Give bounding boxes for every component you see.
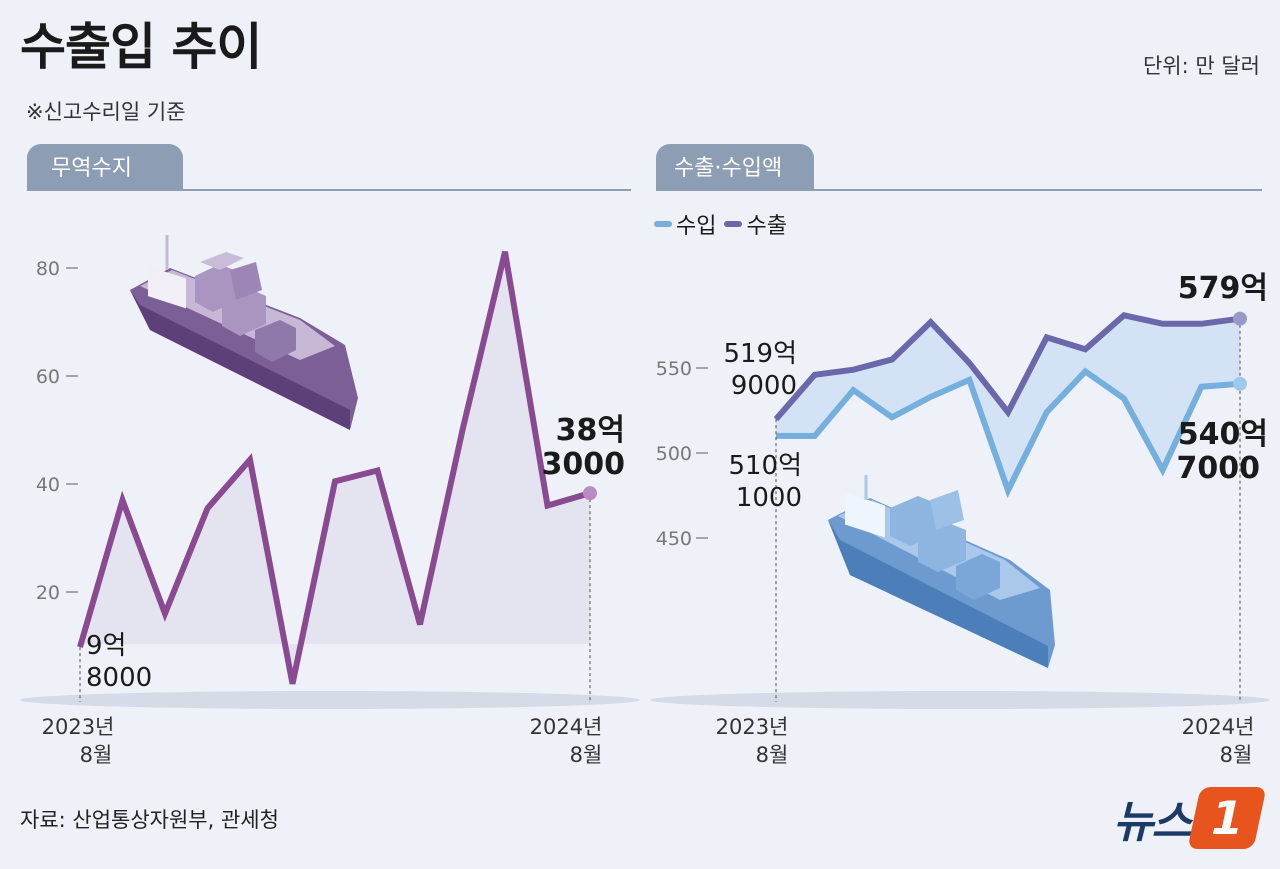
- unit-label: 단위: 만 달러: [1142, 54, 1260, 78]
- export-first-label-line2: 9000: [731, 371, 797, 401]
- logo-mark: 1: [1187, 787, 1267, 849]
- balance-first-label-line1: 9억: [86, 631, 126, 661]
- y-tick-label: 20: [36, 582, 60, 604]
- export-first-label-line1: 519억: [723, 339, 797, 369]
- logo-text: 뉴스: [1113, 797, 1192, 848]
- legend-label-export: 수출: [746, 214, 787, 239]
- balance-last-label-line1: 38억: [556, 413, 625, 448]
- basis-note: ※신고수리일 기준: [26, 100, 186, 124]
- y-tick-label: 40: [36, 474, 60, 496]
- left-panel-rule: [27, 189, 631, 191]
- x-tick-label-start-month: 8월: [756, 743, 789, 767]
- x-tick-label-end-month: 8월: [1220, 743, 1253, 767]
- import-series-line: [775, 367, 1241, 499]
- right-floor: [650, 691, 1270, 709]
- legend-swatch-import: [654, 221, 672, 227]
- x-tick-label-end-year: 2024년: [1182, 715, 1255, 739]
- balance-series-line: [77, 251, 591, 685]
- right-panel-rule: [656, 189, 1262, 191]
- tab-export-import: 수출·수입액: [656, 144, 814, 190]
- y-tick-label: 550: [656, 358, 692, 380]
- y-tick-label: 450: [656, 528, 692, 550]
- tab-trade-balance: 무역수지: [27, 144, 183, 190]
- legend: 수입 수출: [654, 208, 795, 240]
- left-floor: [20, 691, 640, 709]
- y-tick-label: 500: [656, 443, 692, 465]
- y-tick-label: 60: [36, 366, 60, 388]
- x-tick-label-end-year: 2024년: [530, 715, 603, 739]
- x-tick-label-start-year: 2023년: [716, 715, 789, 739]
- x-tick-label-end-month: 8월: [570, 743, 603, 767]
- export-last-label: 579억: [1178, 271, 1268, 306]
- page-title: 수출입 추이: [20, 18, 262, 76]
- import-last-label-line2: 7000: [1177, 451, 1261, 486]
- x-tick-label-start-year: 2023년: [42, 715, 115, 739]
- legend-item-import: 수입: [654, 208, 716, 240]
- import-last-point: [1233, 376, 1247, 391]
- x-tick-label-start-month: 8월: [80, 743, 113, 767]
- cargo-ship-icon-purple: [130, 235, 358, 430]
- source-note: 자료: 산업통상자원부, 관세청: [20, 808, 279, 832]
- y-tick-label: 80: [36, 258, 60, 280]
- import-last-label-line1: 540억: [1178, 417, 1268, 452]
- balance-last-label-line2: 3000: [542, 447, 626, 482]
- legend-item-export: 수출: [724, 208, 787, 240]
- gap-band: [776, 315, 1240, 491]
- export-last-point: [1233, 311, 1247, 326]
- legend-swatch-export: [724, 221, 743, 227]
- balance-area: [80, 251, 590, 684]
- balance-last-point: [583, 486, 597, 501]
- export-series-line: [773, 312, 1241, 422]
- cargo-ship-icon-blue: [828, 475, 1055, 668]
- balance-first-label-line2: 8000: [86, 663, 152, 693]
- legend-label-import: 수입: [676, 214, 717, 239]
- import-first-label-line1: 510억: [728, 451, 802, 481]
- import-first-label-line2: 1000: [736, 483, 802, 513]
- news1-logo: 뉴스 1: [1113, 786, 1267, 850]
